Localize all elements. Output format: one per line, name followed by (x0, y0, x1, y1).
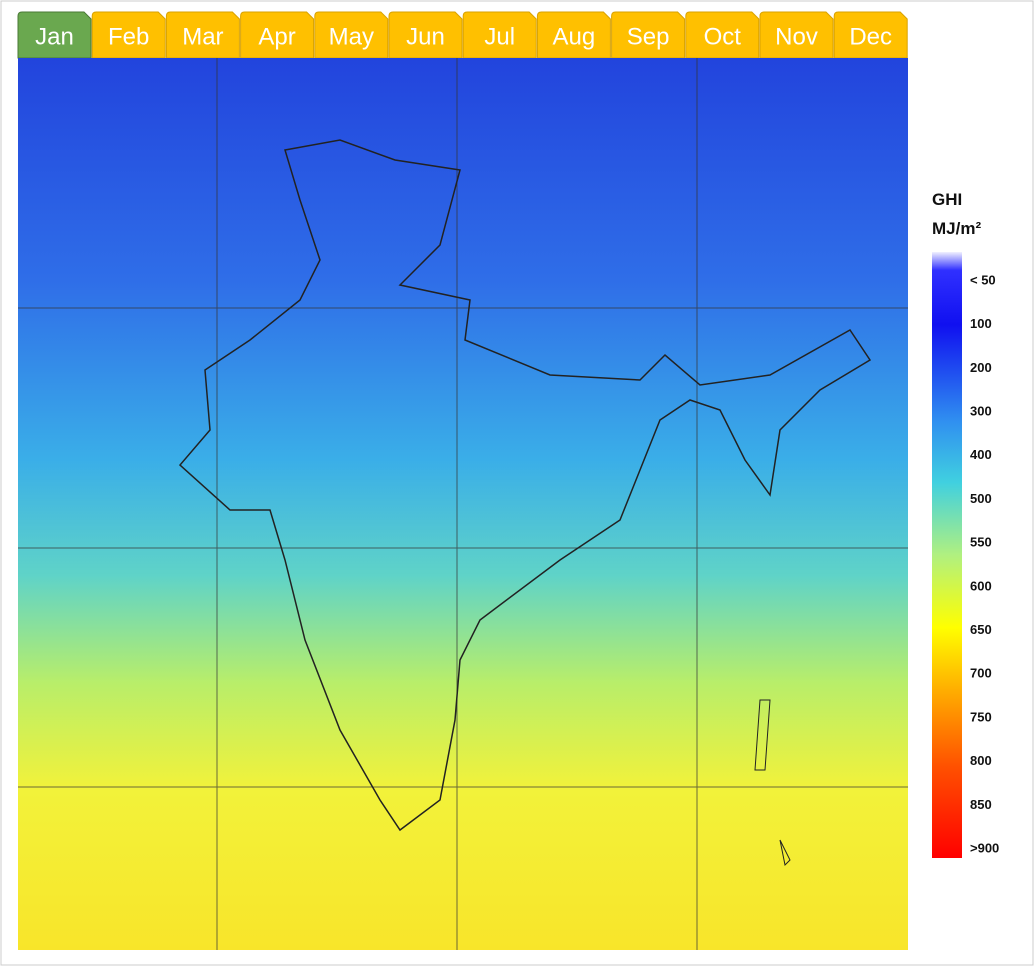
month-tab[interactable] (388, 11, 463, 59)
month-tab[interactable] (759, 11, 834, 59)
legend-label: 650 (970, 622, 992, 637)
legend-label: 500 (970, 491, 992, 506)
legend-label: 200 (970, 360, 992, 375)
month-tab-label[interactable]: Aug (553, 23, 596, 50)
month-tab-label[interactable]: Jul (484, 23, 515, 50)
legend-label: 550 (970, 535, 992, 550)
month-tab-label[interactable]: Apr (258, 23, 295, 50)
legend-label: 100 (970, 316, 992, 331)
legend-label: 400 (970, 447, 992, 462)
india-outline (178, 139, 872, 832)
month-tab[interactable] (314, 11, 389, 59)
month-tab[interactable] (165, 11, 240, 59)
legend-label: 700 (970, 666, 992, 681)
islands (754, 699, 791, 867)
legend-colorbar (932, 252, 962, 858)
month-tab-label[interactable]: Feb (108, 23, 149, 50)
legend-label: 850 (970, 797, 992, 812)
legend-title: GHI (932, 190, 962, 209)
month-tab-label[interactable]: Sep (627, 23, 670, 50)
ghi-map (18, 58, 908, 950)
month-tab-label[interactable]: Mar (182, 23, 223, 50)
legend-label: 800 (970, 753, 992, 768)
legend-labels: < 50 100 200 300 400 500 550 600 650 700 750 800 850… (970, 272, 999, 855)
month-tab[interactable] (17, 11, 92, 59)
month-tab-label[interactable]: Nov (775, 23, 818, 50)
month-tab[interactable] (611, 11, 686, 59)
month-tab[interactable] (462, 11, 537, 59)
month-tab[interactable] (240, 11, 315, 59)
legend-label: 600 (970, 578, 992, 593)
legend-label: 300 (970, 404, 992, 419)
month-tab-label[interactable]: Oct (704, 23, 742, 50)
grid (18, 58, 908, 950)
month-tab[interactable] (536, 11, 611, 59)
month-tab[interactable] (833, 11, 908, 59)
month-tab[interactable] (685, 11, 760, 59)
legend-label: < 50 (970, 272, 996, 287)
legend-label: 750 (970, 709, 992, 724)
month-tab-label[interactable]: Dec (849, 23, 892, 50)
month-tab-label[interactable]: Jan (35, 23, 74, 50)
legend-label: >900 (970, 841, 999, 856)
month-tab[interactable] (91, 11, 166, 59)
month-tab-label[interactable]: Jun (406, 23, 445, 50)
month-tabs: Jan Feb Mar Apr May Jun Jul Aug Sep Oct Nov Dec (17, 11, 908, 59)
month-tab-label[interactable]: May (329, 23, 374, 50)
legend-unit: MJ/m² (932, 219, 981, 238)
